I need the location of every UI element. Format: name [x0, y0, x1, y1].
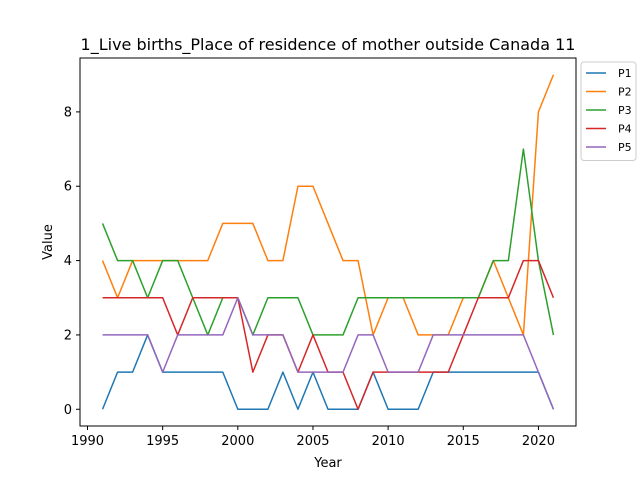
y-tick-label: 8 [64, 105, 72, 120]
y-tick-label: 0 [64, 403, 72, 418]
series-line-p1 [101, 334, 555, 411]
legend-label-p2: P2 [618, 86, 632, 99]
x-tick-label: 2020 [522, 434, 555, 449]
y-axis-label: Value [41, 224, 56, 260]
y-tick-label: 4 [64, 254, 72, 269]
x-tick-label: 2005 [296, 434, 329, 449]
y-tick-label: 6 [64, 180, 72, 195]
legend-label-p5: P5 [618, 141, 632, 154]
x-axis: 1990 1995 2000 2005 2010 2015 2020 [71, 426, 555, 449]
x-tick-label: 2010 [372, 434, 405, 449]
legend-label-p3: P3 [618, 104, 632, 117]
plot-lines [101, 74, 555, 411]
x-tick-label: 2015 [447, 434, 480, 449]
y-axis: 0 2 4 6 8 [64, 105, 80, 418]
x-tick-label: 2000 [221, 434, 254, 449]
legend-label-p4: P4 [618, 123, 632, 136]
x-tick-label: 1990 [71, 434, 104, 449]
series-line-p5 [102, 297, 555, 410]
legend: P1 P2 P3 P4 P5 [580, 61, 637, 161]
chart-title: 1_Live births_Place of residence of moth… [81, 35, 576, 55]
x-axis-label: Year [313, 456, 342, 471]
y-tick-label: 2 [64, 328, 72, 343]
legend-box [580, 61, 637, 161]
x-tick-label: 1995 [146, 434, 179, 449]
legend-label-p1: P1 [618, 67, 632, 80]
plot-frame [79, 57, 577, 427]
